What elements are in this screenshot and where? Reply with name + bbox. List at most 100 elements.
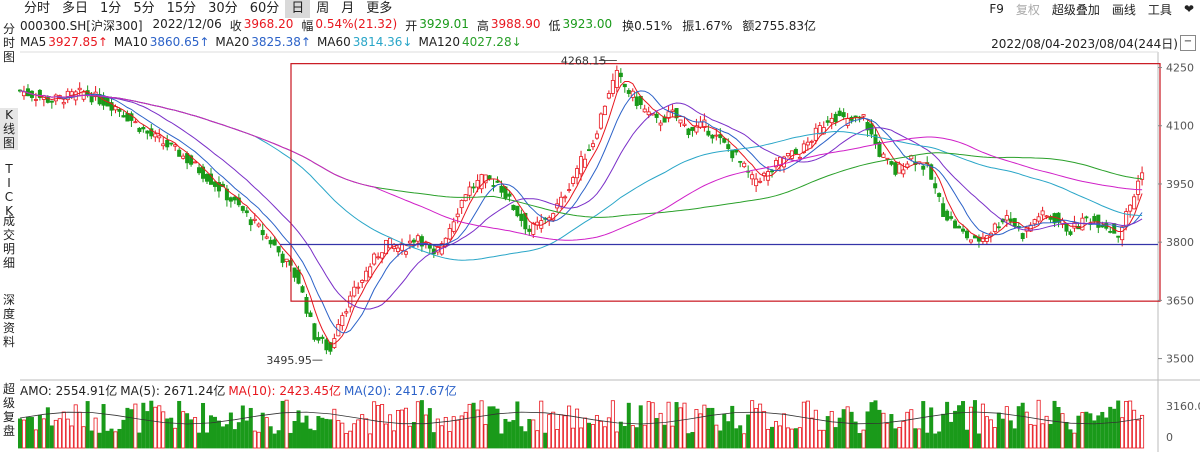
collapse-icon[interactable]: − <box>1180 35 1196 51</box>
candle-body <box>622 83 627 88</box>
volume-bar <box>897 427 902 449</box>
candle-body <box>189 155 194 165</box>
volume-info-0: AMO: 2554.91亿 <box>20 384 118 398</box>
candle-body <box>941 203 946 217</box>
volume-bar <box>976 433 981 449</box>
volume-bar <box>407 425 412 449</box>
sidebar-item-3[interactable]: 成交明细 <box>2 214 15 270</box>
volume-bar <box>240 405 245 449</box>
volume-bar <box>690 431 695 449</box>
candle-body <box>1080 217 1085 231</box>
candle-body <box>45 97 50 103</box>
volume-bar <box>1056 407 1061 449</box>
volume-bar <box>646 401 651 449</box>
volume-bar <box>781 413 786 449</box>
volume-bar <box>587 422 592 449</box>
candle-body <box>821 127 826 135</box>
volume-bar <box>376 405 381 449</box>
tab-日[interactable]: 日 <box>285 0 311 18</box>
volume-bar <box>101 404 106 449</box>
candle-body <box>141 127 146 130</box>
toolbar-1[interactable]: 复权 <box>1015 2 1040 17</box>
toolbar-4[interactable]: 工具 <box>1147 2 1172 17</box>
tab-5分[interactable]: 5分 <box>133 1 155 16</box>
tab-分时[interactable]: 分时 <box>24 1 51 16</box>
candle-body <box>320 336 325 339</box>
toolbar-3[interactable]: 画线 <box>1111 2 1136 17</box>
date-range[interactable]: 2022/08/04-2023/08/04(244日) <box>991 37 1178 51</box>
volume-bar <box>825 416 830 449</box>
volume-bar <box>702 404 707 449</box>
volume-bar <box>598 420 603 449</box>
candle-body <box>905 163 910 168</box>
candle-body <box>232 196 237 201</box>
volume-bar <box>61 411 66 449</box>
volume-bar <box>312 430 317 449</box>
volume-bar <box>65 418 70 449</box>
candle-body <box>57 95 62 99</box>
volume-bar <box>248 407 253 449</box>
candle-body <box>360 279 365 283</box>
candle-body <box>97 94 102 105</box>
volume-bar <box>865 411 870 449</box>
volume-bar <box>232 429 237 449</box>
tab-月[interactable]: 月 <box>341 1 355 16</box>
candle-body <box>455 213 460 218</box>
volume-bar <box>415 401 420 449</box>
candle-body <box>451 221 456 232</box>
volume-bar <box>1016 406 1021 449</box>
volume-info-3: MA(20): 2417.67亿 <box>344 384 457 398</box>
volume-bar <box>181 411 186 449</box>
volume-bar <box>1020 402 1025 449</box>
candle-body <box>1108 231 1113 233</box>
candle-body <box>1048 216 1053 220</box>
tab-15分[interactable]: 15分 <box>166 1 197 16</box>
candle-body <box>543 217 548 220</box>
volume-bar <box>714 424 719 449</box>
tab-周[interactable]: 周 <box>316 1 330 16</box>
volume-bar <box>972 400 977 449</box>
candle-body <box>443 237 448 247</box>
candle-body <box>208 173 213 185</box>
tab-1分[interactable]: 1分 <box>100 1 122 16</box>
ma90-line <box>19 90 1143 241</box>
toolbar-0[interactable]: F9 <box>989 2 1004 16</box>
ma10-line <box>19 90 1143 334</box>
toolbar-right: F9 复权 超级叠加 画线 工具 ❤ <box>977 0 1194 18</box>
tab-更多[interactable]: 更多 <box>366 1 393 16</box>
volume-bar <box>1124 400 1129 449</box>
toolbar-5[interactable]: ❤ <box>1183 2 1194 16</box>
volume-bar <box>559 414 564 449</box>
volume-bar <box>1028 424 1033 449</box>
candle-body <box>1020 233 1025 240</box>
volume-bar <box>388 414 393 449</box>
tab-多日[interactable]: 多日 <box>62 1 89 16</box>
volume-bar <box>109 428 114 449</box>
candle-body <box>125 112 130 122</box>
candle-body <box>873 134 878 145</box>
candle-body <box>384 239 389 255</box>
sidebar-item-4[interactable]: 深度资料 <box>2 293 15 349</box>
volume-bar <box>666 401 671 449</box>
volume-bar <box>423 414 428 449</box>
volume-bar <box>571 427 576 449</box>
volume-bar <box>352 423 357 449</box>
volume-bar <box>567 405 572 449</box>
candle-body <box>1136 180 1141 195</box>
volume-bar <box>300 422 305 449</box>
volume-bar <box>447 431 452 449</box>
toolbar-2[interactable]: 超级叠加 <box>1051 2 1100 17</box>
candle-body <box>1000 218 1005 223</box>
candle-body <box>909 155 914 160</box>
candle-body <box>216 182 221 192</box>
sidebar-item-5[interactable]: 超级复盘 <box>2 382 15 438</box>
tab-30分[interactable]: 30分 <box>208 1 238 16</box>
sidebar-item-0[interactable]: 分时图 <box>2 22 15 64</box>
candle-body <box>248 219 253 226</box>
candle-body <box>813 127 818 141</box>
candle-body <box>666 111 671 119</box>
volume-bar <box>463 411 468 449</box>
tab-60分[interactable]: 60分 <box>249 1 280 16</box>
